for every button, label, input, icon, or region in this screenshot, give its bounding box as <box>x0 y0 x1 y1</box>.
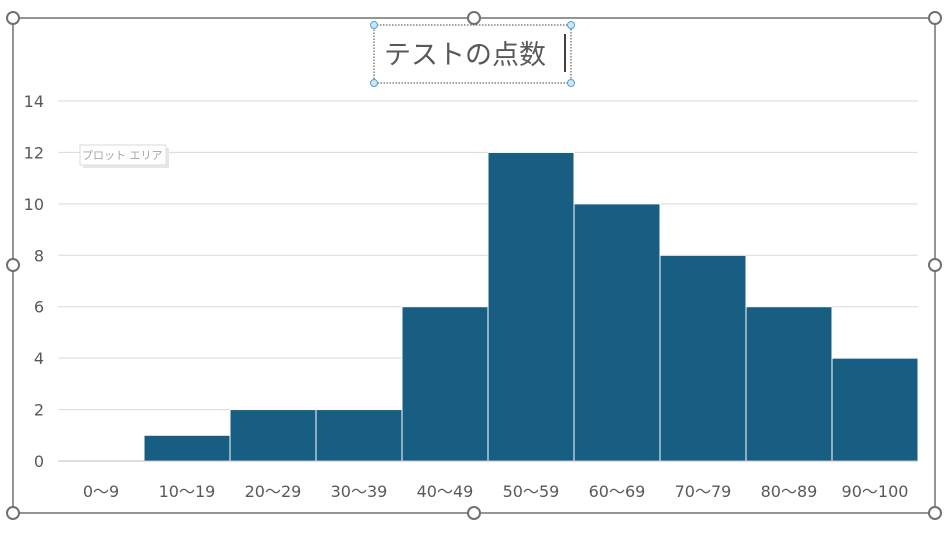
title-handle-br[interactable] <box>567 79 575 87</box>
bars[interactable] <box>143 151 919 462</box>
x-tick-label: 0〜9 <box>83 482 119 501</box>
x-tick-label: 90〜100 <box>842 482 909 501</box>
y-tick-label: 8 <box>34 246 44 265</box>
bar-70〜79[interactable] <box>659 254 747 462</box>
bar-30〜39[interactable] <box>315 409 403 462</box>
bar-20〜29[interactable] <box>229 409 317 462</box>
x-tick-label: 70〜79 <box>675 482 732 501</box>
x-tick-label: 50〜59 <box>503 482 560 501</box>
resize-handle-bottom-center[interactable] <box>467 506 481 520</box>
resize-handle-top-left[interactable] <box>6 11 20 25</box>
bar-40〜49[interactable] <box>401 306 489 462</box>
y-tick-label: 6 <box>34 298 44 317</box>
chart-title[interactable]: テストの点数 <box>370 21 575 87</box>
bar-50〜59[interactable] <box>487 151 575 462</box>
y-tick-label: 12 <box>24 143 44 162</box>
x-tick-label: 80〜89 <box>761 482 818 501</box>
bar-10〜19[interactable] <box>143 434 231 462</box>
x-tick-label: 40〜49 <box>417 482 474 501</box>
bar-90〜100[interactable] <box>831 357 919 462</box>
y-tick-label: 14 <box>24 92 44 111</box>
resize-handle-bottom-right[interactable] <box>928 506 942 520</box>
resize-handle-bottom-left[interactable] <box>6 506 20 520</box>
chart-resize-handles[interactable] <box>6 11 942 520</box>
resize-handle-middle-left[interactable] <box>6 258 20 272</box>
plot-area-tooltip-text: プロット エリア <box>82 149 163 162</box>
y-tick-label: 2 <box>34 401 44 420</box>
y-tick-label: 0 <box>34 452 44 471</box>
resize-handle-top-center[interactable] <box>467 11 481 25</box>
x-tick-label: 10〜19 <box>159 482 216 501</box>
x-tick-label: 20〜29 <box>245 482 302 501</box>
resize-handle-top-right[interactable] <box>928 11 942 25</box>
title-handle-tr[interactable] <box>567 21 575 29</box>
title-handle-bl[interactable] <box>370 79 378 87</box>
bar-80〜89[interactable] <box>745 306 833 462</box>
y-tick-label: 4 <box>34 349 44 368</box>
resize-handle-middle-right[interactable] <box>928 258 942 272</box>
x-axis-tick-labels: 0〜9 10〜19 20〜29 30〜39 40〜49 50〜59 60〜69 70〜79 80… <box>83 482 909 501</box>
chart-title-text[interactable]: テストの点数 <box>384 40 546 71</box>
title-handle-tl[interactable] <box>370 21 378 29</box>
title-selection-box[interactable] <box>373 24 572 84</box>
x-tick-label: 30〜39 <box>331 482 388 501</box>
bar-60〜69[interactable] <box>573 203 661 462</box>
y-tick-label: 10 <box>24 195 44 214</box>
y-axis-tick-labels: 0 2 4 6 8 10 12 14 <box>24 92 44 471</box>
plot-area-tooltip: プロット エリア <box>79 144 169 168</box>
x-tick-label: 60〜69 <box>589 482 646 501</box>
